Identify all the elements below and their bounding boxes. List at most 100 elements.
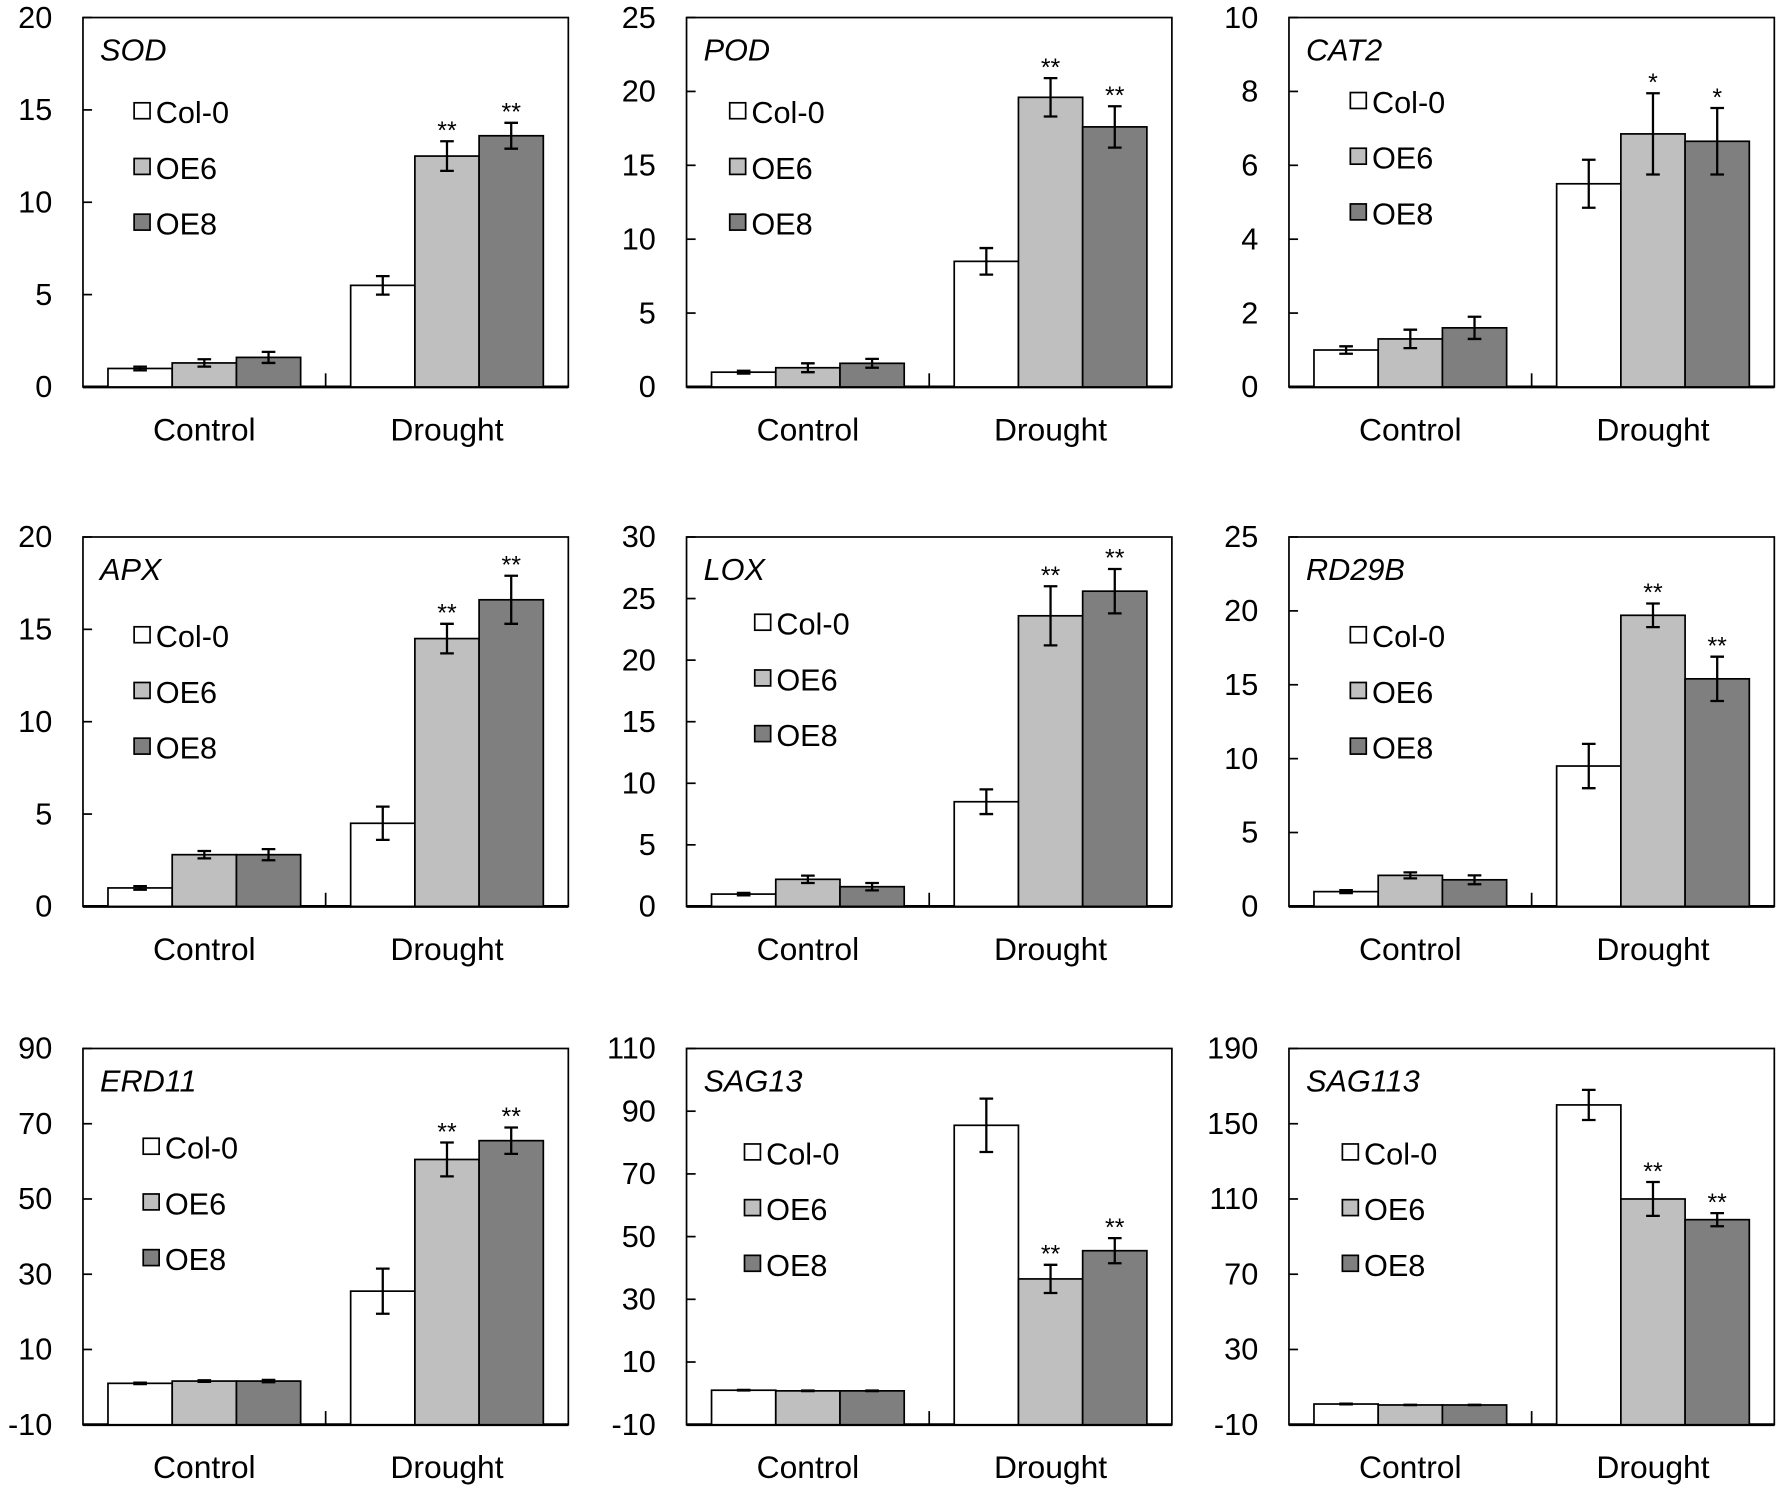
bar-oe6-control <box>171 853 238 908</box>
legend-label: OE6 <box>1364 1192 1425 1227</box>
legend-label: OE8 <box>156 207 217 242</box>
y-tick-label: 5 <box>639 827 656 862</box>
chart-panel-pod: 0 5 10 15 20 25 Control Drought ** ** POD Col-0 OE6 O… <box>622 0 1173 447</box>
error-bar <box>375 1267 390 1315</box>
bar-oe6-drought <box>414 155 480 388</box>
error-bar <box>801 362 815 374</box>
bar-col-0-control <box>1313 1403 1380 1426</box>
legend-swatch-oe8 <box>133 213 151 231</box>
error-bar <box>1107 567 1122 615</box>
legend-swatch-col-0 <box>1349 91 1368 110</box>
x-category-label: Drought <box>390 1449 503 1485</box>
legend-swatch-col-0 <box>1349 625 1368 644</box>
error-bar <box>865 357 879 369</box>
significance-marker: ** <box>1041 1241 1061 1269</box>
error-bar <box>1646 92 1660 176</box>
legend-label: OE8 <box>156 731 217 766</box>
x-category-label: Drought <box>1596 1449 1709 1485</box>
bar-oe8-drought <box>1081 590 1148 908</box>
legend-swatch-oe6 <box>753 669 772 687</box>
legend-swatch-col-0 <box>753 613 772 632</box>
chart-title: SAG113 <box>1306 1064 1420 1099</box>
y-tick-label: 20 <box>18 519 52 554</box>
y-tick-label: 25 <box>622 0 656 35</box>
error-bar <box>1710 655 1725 703</box>
legend-label: OE6 <box>1372 675 1433 710</box>
bar-col-0-drought <box>1555 765 1622 908</box>
bar-col-0-control <box>107 1382 174 1426</box>
legend-swatch-col-0 <box>1341 1143 1360 1161</box>
y-tick-label: 8 <box>1241 74 1258 109</box>
y-tick-label: 0 <box>639 889 656 924</box>
y-tick-label: 30 <box>18 1256 52 1291</box>
y-tick-label: 70 <box>18 1106 52 1141</box>
bar-oe6-drought <box>1017 614 1084 908</box>
significance-marker: ** <box>1643 579 1663 607</box>
x-category-label: Control <box>757 1449 860 1485</box>
legend-label: OE8 <box>165 1242 226 1277</box>
error-bar <box>1467 874 1482 886</box>
chart-panel-apx: 0 5 10 15 20 Control Drought ** ** APX Col-0 OE6 OE8 <box>18 519 570 967</box>
chart-title: LOX <box>704 552 767 587</box>
bar-col-0-control <box>1313 349 1380 388</box>
chart-panel-sod: 0 5 10 15 20 Control Drought ** ** SOD Col-0 OE6 OE8 <box>18 0 570 447</box>
y-tick-label: 150 <box>1207 1106 1258 1141</box>
error-bar <box>1646 602 1660 629</box>
error-bar <box>197 358 212 368</box>
error-bar <box>979 246 994 276</box>
significance-marker: * <box>1648 69 1658 97</box>
chart-panel-rd29b: 0 5 10 15 20 25 Control Drought ** ** RD29B Col-0 OE… <box>1224 519 1776 967</box>
significance-marker: ** <box>1105 545 1125 573</box>
x-category-label: Control <box>1359 411 1462 447</box>
y-tick-label: -10 <box>8 1407 52 1442</box>
bar-oe8-drought <box>478 1139 545 1426</box>
bar-col-0-control <box>710 1389 777 1426</box>
y-tick-label: 2 <box>1241 295 1258 330</box>
error-bar <box>736 1388 751 1392</box>
chart-panel-sag113: -10 30 70 110 150 190 Control Drought ** ** SAG113… <box>1207 1031 1776 1485</box>
legend-label: OE6 <box>165 1186 226 1221</box>
error-bar <box>1107 1237 1122 1265</box>
y-tick-label: 0 <box>35 889 52 924</box>
y-tick-label: 4 <box>1241 221 1258 256</box>
error-bar <box>1467 315 1482 341</box>
y-tick-label: 5 <box>639 295 656 330</box>
significance-marker: ** <box>437 600 457 628</box>
legend-label: OE8 <box>766 1248 827 1283</box>
x-category-label: Drought <box>994 1449 1107 1485</box>
bar-oe6-drought <box>1017 96 1084 388</box>
legend-label: Col-0 <box>156 95 229 130</box>
chart-panel-sag13: -10 10 30 50 70 90 110 Control Drought ** ** SAG13 C… <box>607 1031 1173 1485</box>
legend-label: OE6 <box>1372 141 1433 176</box>
error-bar <box>1581 158 1596 209</box>
error-bar <box>261 350 276 365</box>
y-tick-label: -10 <box>612 1407 656 1442</box>
y-tick-label: 10 <box>622 221 656 256</box>
bar-oe6-control <box>774 1390 841 1426</box>
y-tick-label: 90 <box>18 1031 52 1066</box>
chart-panel-lox: 0 5 10 15 20 25 30 Control Drought ** ** LOX Col-0 OE… <box>622 519 1173 967</box>
significance-marker: ** <box>1643 1158 1663 1186</box>
legend-swatch-col-0 <box>728 101 747 120</box>
y-tick-label: 0 <box>639 369 656 404</box>
legend-label: OE8 <box>751 207 812 242</box>
error-bar <box>1107 105 1122 149</box>
chart-title: SOD <box>100 33 166 68</box>
error-bar <box>736 369 751 375</box>
legend-label: OE6 <box>156 151 217 186</box>
y-tick-label: 70 <box>622 1156 656 1191</box>
legend-swatch-col-0 <box>743 1143 762 1161</box>
significance-marker: ** <box>437 117 457 145</box>
bar-oe8-drought <box>1081 126 1148 388</box>
bar-oe8-control <box>235 1380 302 1426</box>
bar-oe6-control <box>1377 1404 1444 1426</box>
y-tick-label: 10 <box>1224 0 1258 35</box>
y-tick-label: 15 <box>1224 667 1258 702</box>
bar-col-0-drought <box>1555 1104 1622 1426</box>
error-bar <box>736 891 751 897</box>
legend-label: OE8 <box>1372 196 1433 231</box>
legend-label: Col-0 <box>156 619 229 654</box>
chart-title: APX <box>98 552 163 587</box>
error-bar <box>440 140 454 172</box>
y-tick-label: 50 <box>18 1181 52 1216</box>
